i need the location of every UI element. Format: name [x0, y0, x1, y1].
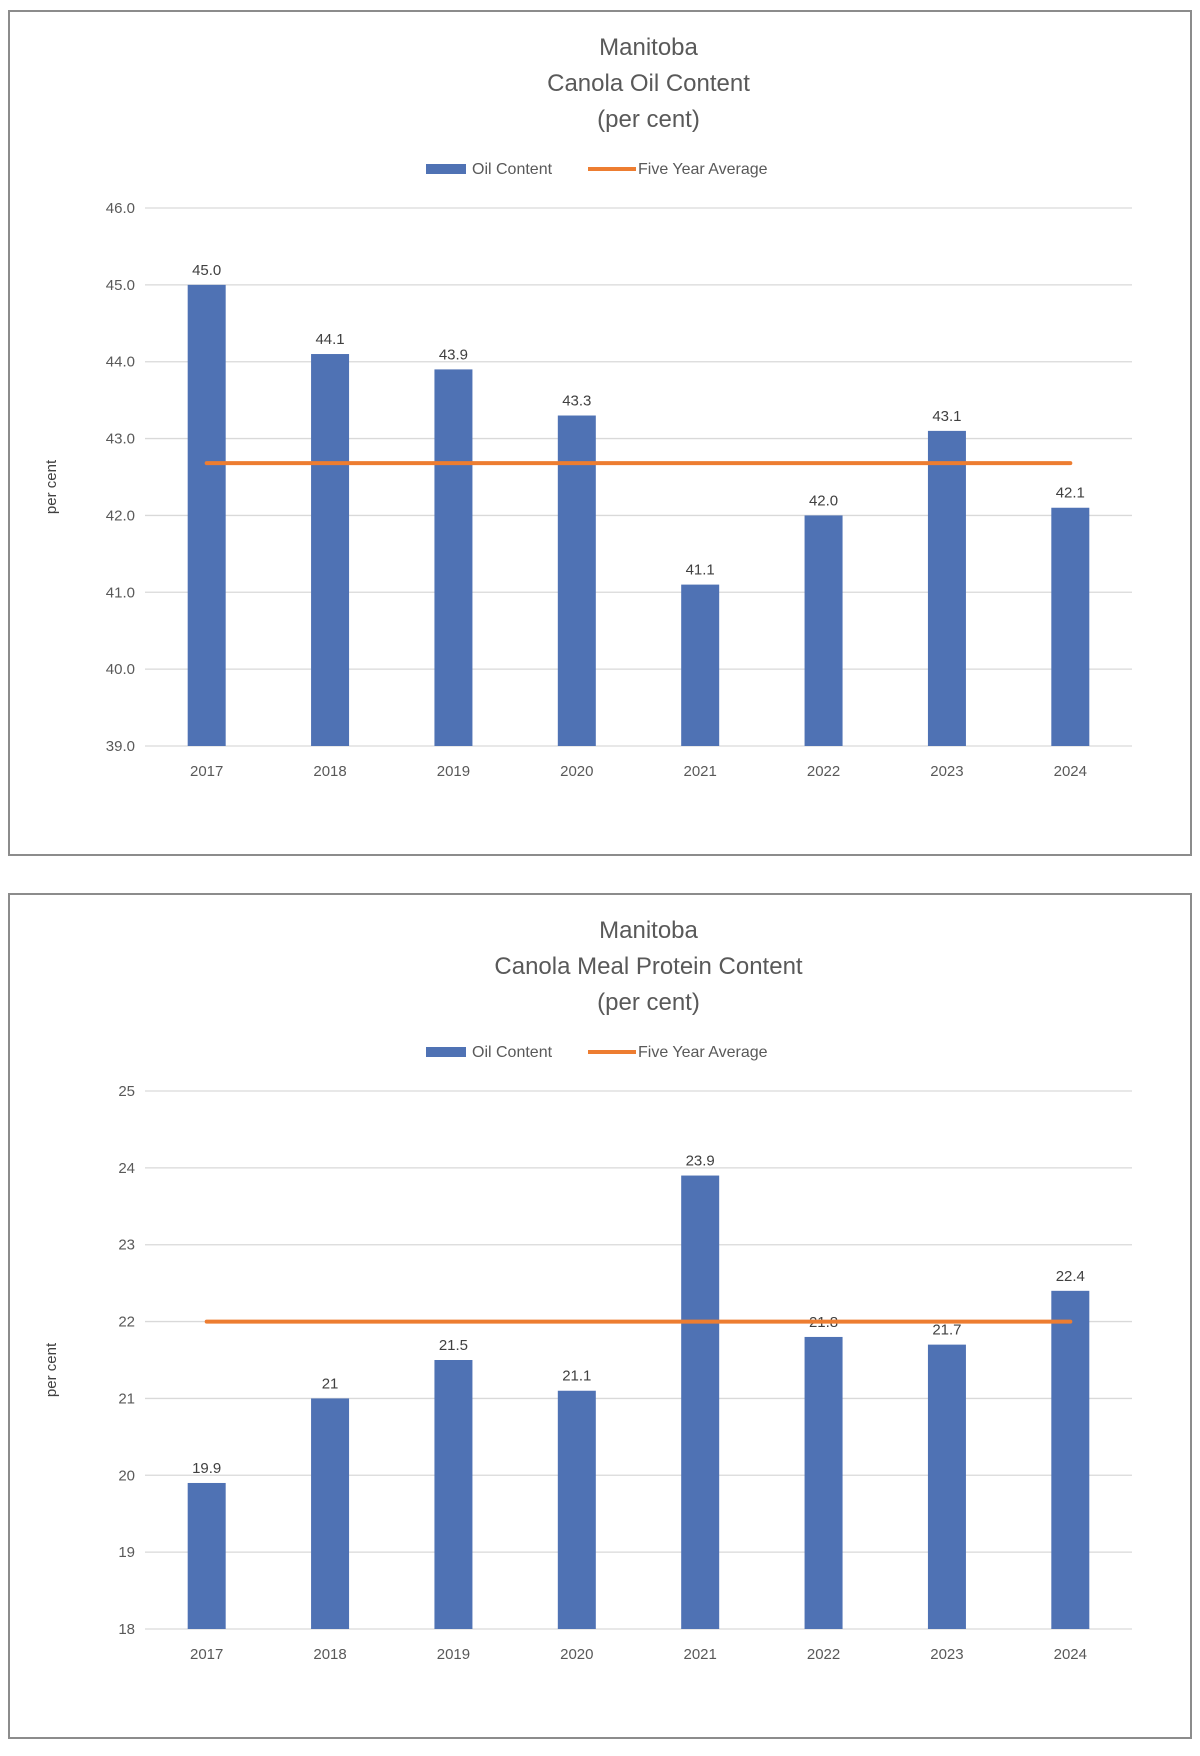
- legend-swatch-bar: [426, 1047, 466, 1057]
- x-tick-label: 2021: [684, 1646, 717, 1663]
- legend: Oil Content Five Year Average: [426, 1044, 768, 1061]
- legend-swatch-bar: [426, 164, 466, 174]
- y-tick-label: 45.0: [106, 277, 135, 294]
- x-tick-label: 2024: [1054, 763, 1087, 780]
- bar: [187, 284, 226, 746]
- bar: [681, 584, 720, 746]
- y-tick-label: 40.0: [106, 661, 135, 678]
- x-tick-label: 2018: [313, 763, 346, 780]
- bar: [804, 515, 843, 746]
- x-tick-label: 2018: [313, 1646, 346, 1663]
- legend-label: Five Year Average: [638, 161, 768, 178]
- x-tick-label: 2022: [807, 763, 840, 780]
- x-tick-label: 2020: [560, 763, 593, 780]
- bar: [434, 1360, 473, 1629]
- bar: [927, 430, 966, 746]
- data-label: 21: [322, 1375, 339, 1392]
- x-tick-label: 2021: [684, 763, 717, 780]
- data-label: 45.0: [192, 262, 221, 279]
- data-label: 21.5: [439, 1337, 468, 1354]
- data-label: 44.1: [315, 331, 344, 348]
- data-label: 22.4: [1056, 1268, 1085, 1285]
- legend-label: Oil Content: [472, 1044, 553, 1061]
- y-tick-label: 24: [118, 1160, 135, 1177]
- data-label: 19.9: [192, 1460, 221, 1477]
- y-tick-label: 44.0: [106, 354, 135, 371]
- y-tick-label: 39.0: [106, 738, 135, 755]
- x-tick-label: 2019: [437, 763, 470, 780]
- chart-title-line: (per cent): [597, 106, 700, 133]
- y-tick-label: 25: [118, 1083, 135, 1100]
- chart-title-line: (per cent): [597, 989, 700, 1016]
- data-label: 42.1: [1056, 485, 1085, 502]
- y-tick-label: 42.0: [106, 507, 135, 524]
- y-tick-label: 18: [118, 1621, 135, 1638]
- y-tick-label: 43.0: [106, 431, 135, 448]
- data-label: 43.1: [932, 408, 961, 425]
- data-label: 43.9: [439, 346, 468, 363]
- bar: [681, 1175, 720, 1629]
- y-tick-label: 41.0: [106, 584, 135, 601]
- y-tick-label: 22: [118, 1314, 135, 1331]
- bar: [187, 1482, 226, 1629]
- y-tick-label: 21: [118, 1390, 135, 1407]
- bar: [311, 354, 350, 746]
- y-tick-label: 46.0: [106, 200, 135, 217]
- x-tick-label: 2023: [930, 763, 963, 780]
- x-tick-label: 2017: [190, 1646, 223, 1663]
- oil-content-chart: Manitoba Canola Oil Content (per cent) Oil …: [43, 34, 1132, 780]
- bar: [557, 415, 596, 746]
- protein-content-chart-panel: Manitoba Canola Meal Protein Content (per …: [8, 893, 1192, 1739]
- data-label: 21.7: [932, 1322, 961, 1339]
- bar: [1051, 507, 1090, 746]
- data-label: 41.1: [686, 562, 715, 579]
- x-tick-label: 2020: [560, 1646, 593, 1663]
- y-tick-label: 19: [118, 1544, 135, 1561]
- legend: Oil Content Five Year Average: [426, 161, 768, 178]
- bar: [804, 1336, 843, 1629]
- x-tick-label: 2022: [807, 1646, 840, 1663]
- chart-title-line: Manitoba: [599, 917, 698, 944]
- bar: [434, 369, 473, 746]
- data-label: 21.1: [562, 1368, 591, 1385]
- bar: [1051, 1290, 1090, 1629]
- x-tick-label: 2023: [930, 1646, 963, 1663]
- y-tick-label: 20: [118, 1467, 135, 1484]
- oil-content-chart-panel: Manitoba Canola Oil Content (per cent) Oil …: [8, 10, 1192, 856]
- data-label: 43.3: [562, 393, 591, 410]
- legend-label: Five Year Average: [638, 1044, 768, 1061]
- legend-label: Oil Content: [472, 161, 553, 178]
- y-axis-title: per cent: [43, 1342, 60, 1397]
- bar: [557, 1390, 596, 1629]
- y-axis-title: per cent: [43, 459, 60, 514]
- protein-content-chart: Manitoba Canola Meal Protein Content (per …: [43, 917, 1132, 1663]
- chart-title-line: Canola Meal Protein Content: [494, 953, 803, 980]
- x-tick-label: 2024: [1054, 1646, 1087, 1663]
- chart-title-line: Canola Oil Content: [547, 70, 750, 97]
- bar: [927, 1344, 966, 1629]
- x-tick-label: 2019: [437, 1646, 470, 1663]
- y-tick-label: 23: [118, 1237, 135, 1254]
- chart-title-line: Manitoba: [599, 34, 698, 61]
- x-tick-label: 2017: [190, 763, 223, 780]
- data-label: 42.0: [809, 492, 838, 509]
- bar: [311, 1398, 350, 1629]
- data-label: 23.9: [686, 1153, 715, 1170]
